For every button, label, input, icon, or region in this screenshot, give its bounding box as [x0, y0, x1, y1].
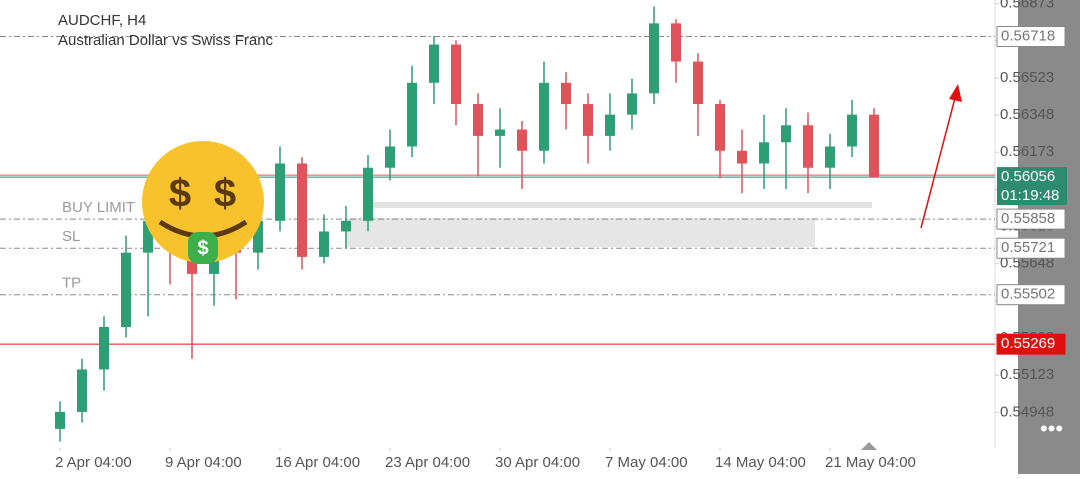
level-label: BUY LIMIT: [62, 199, 135, 216]
candle-body: [473, 104, 483, 136]
price-box: [996, 333, 1066, 355]
candle-body: [605, 114, 615, 136]
zone: [345, 218, 815, 247]
x-tick-label: 30 Apr 04:00: [495, 454, 580, 471]
candle-body: [143, 220, 153, 253]
candle-body: [385, 146, 395, 168]
y-tick-label: 0.54948: [1000, 403, 1054, 420]
y-tick-label: 0.56523: [1000, 69, 1054, 86]
candle-body: [583, 104, 593, 136]
x-tick-label: 23 Apr 04:00: [385, 454, 470, 471]
svg-text:$: $: [197, 237, 208, 259]
level-label: TP: [62, 275, 81, 292]
x-tick-label: 2 Apr 04:00: [55, 454, 132, 471]
candle-body: [319, 231, 329, 257]
x-tick-label: 7 May 04:00: [605, 454, 688, 471]
candle-body: [407, 82, 417, 147]
x-tick-label: 21 May 04:00: [825, 454, 916, 471]
emoji: $ $ $: [142, 141, 264, 264]
candle-body: [737, 150, 747, 164]
arrow-head: [949, 84, 962, 102]
y-tick-label: 0.56173: [1000, 143, 1054, 160]
level-label: SL: [62, 228, 80, 245]
scroll-marker: [861, 442, 877, 450]
candle-body: [803, 125, 813, 168]
y-tick-label: 0.55123: [1000, 366, 1054, 383]
candle-body: [671, 23, 681, 62]
candle-body: [77, 369, 87, 412]
candle-body: [825, 146, 835, 168]
candle-body: [847, 114, 857, 147]
candle-body: [297, 163, 307, 257]
candle-body: [275, 163, 285, 221]
candle-body: [99, 326, 109, 370]
candle-body: [649, 23, 659, 94]
countdown: 01:19:48: [1001, 187, 1059, 204]
x-tick-label: 16 Apr 04:00: [275, 454, 360, 471]
chart-title: AUDCHF, H4: [58, 12, 146, 29]
menu-dots[interactable]: •••: [1040, 416, 1063, 441]
candle-body: [253, 220, 263, 253]
candle-body: [627, 93, 637, 115]
y-tick-label: 0.56873: [1000, 0, 1054, 12]
y-tick-label: 0.55648: [1000, 255, 1054, 272]
current-price: 0.56056: [1001, 168, 1055, 185]
candle-body: [781, 125, 791, 143]
price-label: 0.56718: [1001, 27, 1055, 44]
candle-body: [341, 220, 351, 232]
x-tick-label: 9 Apr 04:00: [165, 454, 242, 471]
side-strip: [1018, 0, 1080, 474]
price-label: 0.55502: [1001, 286, 1055, 303]
y-tick-label: 0.56348: [1000, 106, 1054, 123]
candle-body: [539, 82, 549, 151]
price-box: [996, 26, 1066, 48]
candle-body: [759, 142, 769, 164]
price-box: [996, 237, 1066, 259]
x-tick-label: 14 May 04:00: [715, 454, 806, 471]
candle-body: [121, 252, 131, 327]
svg-text:$: $: [169, 172, 191, 216]
candle-body: [517, 129, 527, 151]
candle-body: [693, 61, 703, 105]
candle-body: [451, 44, 461, 105]
candle-body: [363, 167, 373, 221]
price-box: [996, 284, 1066, 306]
price-label: 0.55269: [1001, 335, 1055, 352]
arrow: [920, 97, 956, 229]
candle-body: [715, 104, 725, 151]
candle-body: [55, 411, 65, 429]
price-box: [996, 208, 1066, 230]
chart-subtitle: Australian Dollar vs Swiss Franc: [58, 32, 274, 49]
candle-body: [429, 44, 439, 83]
price-box: [997, 167, 1067, 206]
candle-body: [561, 82, 571, 105]
candle-body: [495, 129, 505, 136]
svg-text:$: $: [214, 172, 236, 216]
price-label: 0.55721: [1001, 239, 1055, 256]
price-label: 0.55858: [1001, 210, 1055, 227]
zone: [373, 202, 872, 208]
candle-body: [869, 114, 879, 178]
